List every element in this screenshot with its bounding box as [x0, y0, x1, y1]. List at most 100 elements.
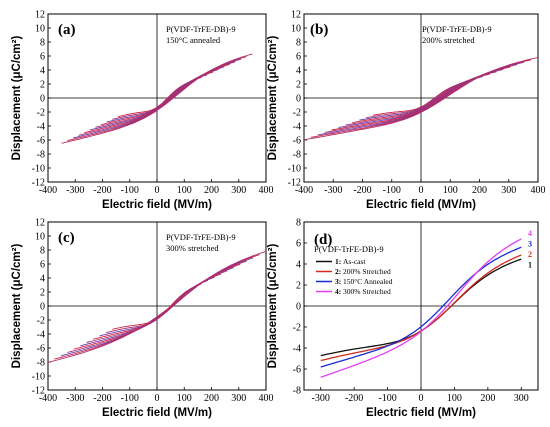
x-tick-label: -300: [324, 185, 342, 196]
y-tick-label: -4: [37, 330, 45, 341]
x-tick-label: -400: [39, 393, 57, 404]
y-tick-label: 4: [40, 66, 45, 77]
x-axis-label: Electric field (MV/m): [366, 199, 476, 211]
y-tick-label: -10: [32, 372, 45, 383]
x-tick-label: 100: [443, 185, 458, 196]
hysteresis-loop: [338, 68, 504, 128]
x-tick-label: 200: [472, 185, 487, 196]
y-tick-label: 4: [40, 274, 45, 285]
y-tick-label: 8: [296, 218, 301, 229]
loops-group: [320, 238, 522, 378]
y-tick-label: -2: [293, 108, 301, 119]
panel-b: -400 -300 -200 -100 0 100 200 300 400-12-10-8-6-…: [267, 10, 546, 212]
y-tick-label: 2: [296, 80, 301, 91]
y-tick-label: -6: [293, 365, 301, 376]
y-tick-label: 6: [296, 52, 301, 63]
x-tick-label: 200: [204, 393, 219, 404]
legend-number: 1:: [335, 257, 341, 266]
sample-condition: 300% stretched: [166, 243, 219, 253]
series-loop-1: [320, 258, 522, 357]
x-axis-label: Electric field (MV/m): [102, 199, 212, 211]
hysteresis-loop: [86, 270, 228, 343]
panel-d: -300 -200 -100 0 100 200 300 -8 -6 -4 -2 0 2 4 6 8 Elect…: [267, 218, 539, 419]
sample-name: P(VDF-TrFE-DB)-9: [314, 244, 384, 254]
x-tick-label: 200: [480, 393, 495, 404]
y-tick-label: 0: [40, 94, 45, 105]
x-tick-label: 0: [419, 185, 424, 196]
y-tick-label: 8: [40, 38, 45, 49]
hysteresis-loop: [89, 66, 225, 131]
y-tick-label: 4: [296, 260, 301, 271]
x-tick-label: -100: [121, 393, 139, 404]
x-tick-label: -200: [353, 185, 371, 196]
hysteresis-loop: [352, 73, 490, 124]
y-tick-label: 12: [35, 218, 45, 229]
y-tick-label: 10: [35, 232, 45, 243]
y-axis-label: Displacement (μC/cm²): [267, 36, 279, 161]
x-tick-label: -300: [66, 393, 84, 404]
y-tick-label: -12: [32, 178, 45, 189]
y-tick-label: -2: [293, 323, 301, 334]
y-tick-label: 2: [40, 80, 45, 91]
x-tick-label: -200: [93, 185, 111, 196]
x-tick-label: 0: [155, 185, 160, 196]
x-axis-label: Electric field (MV/m): [366, 407, 476, 419]
loops-group: [304, 56, 538, 141]
hysteresis-loop: [93, 273, 222, 340]
y-tick-label: 12: [35, 10, 45, 21]
y-tick-label: -4: [37, 122, 45, 133]
x-tick-label: 300: [501, 185, 516, 196]
y-tick-label: 2: [296, 281, 301, 292]
y-tick-label: -10: [32, 164, 45, 175]
sample-name: P(VDF-TrFE-DB)-9: [166, 24, 236, 34]
y-tick-label: 6: [296, 239, 301, 250]
y-tick-label: 6: [40, 52, 45, 63]
y-tick-label: -2: [37, 316, 45, 327]
panel-label: (a): [58, 22, 76, 38]
x-tick-label: -200: [93, 393, 111, 404]
hysteresis-loop: [112, 76, 202, 120]
y-axis-label: Displacement (μC/cm²): [11, 244, 23, 369]
y-axis-label: Displacement (μC/cm²): [11, 36, 23, 161]
panel-c: -400 -300 -200 -100 0 100 200 300 400-12-10-8-6-…: [11, 218, 274, 420]
x-tick-label: 100: [177, 185, 192, 196]
y-tick-label: 2: [40, 288, 45, 299]
panel-a: -400 -300 -200 -100 0 100 200 300 400-12-10-8-6-…: [11, 10, 274, 212]
x-tick-label: -400: [295, 185, 313, 196]
y-tick-label: -12: [32, 386, 45, 397]
x-tick-label: 100: [177, 393, 192, 404]
hysteresis-loop: [345, 71, 497, 126]
y-tick-label: -8: [293, 150, 301, 161]
x-tick-label: -100: [121, 185, 139, 196]
hysteresis-loop: [106, 74, 208, 123]
y-tick-label: 0: [296, 302, 301, 313]
panel-label: (d): [314, 232, 332, 248]
sample-name: P(VDF-TrFE-DB)-9: [166, 232, 236, 242]
legend-number: 2:: [335, 267, 341, 276]
y-tick-label: -6: [37, 344, 45, 355]
x-tick-label: -300: [66, 185, 84, 196]
x-tick-label: -100: [378, 393, 396, 404]
x-tick-label: 100: [447, 393, 462, 404]
hysteresis-loop: [99, 276, 215, 337]
series-end-label: 4: [528, 229, 532, 238]
x-tick-label: 0: [155, 393, 160, 404]
y-tick-label: -10: [288, 164, 301, 175]
x-tick-label: -200: [345, 393, 363, 404]
y-tick-label: 10: [291, 24, 301, 35]
hysteresis-loop: [317, 61, 525, 136]
y-tick-label: 4: [296, 66, 301, 77]
legend-entry: As-cast: [343, 257, 366, 266]
x-tick-label: 200: [204, 185, 219, 196]
y-tick-label: 0: [296, 94, 301, 105]
hysteresis-loop: [72, 58, 242, 139]
hysteresis-loop: [95, 69, 219, 128]
legend-number: 4:: [335, 287, 341, 296]
x-tick-label: 400: [259, 185, 274, 196]
series-loop-4: [320, 238, 522, 378]
y-tick-label: -8: [37, 358, 45, 369]
x-tick-label: 400: [531, 185, 546, 196]
x-tick-label: 0: [419, 393, 424, 404]
panel-label: (b): [310, 22, 328, 38]
